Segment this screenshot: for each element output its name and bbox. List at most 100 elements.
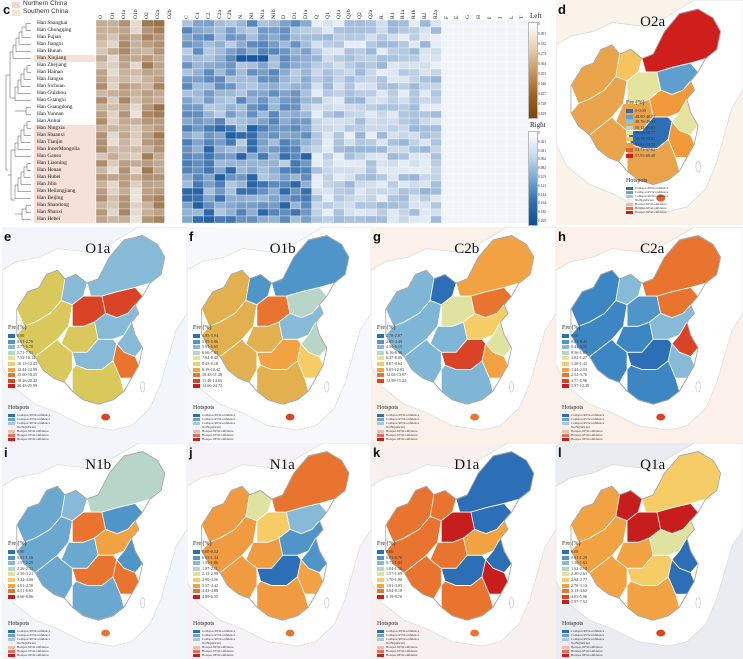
- colorbar-left-label: Left: [530, 12, 542, 20]
- colorbar-tick-label: 0.364: [538, 62, 547, 66]
- heatmap-right-cell: [452, 20, 464, 28]
- heatmap-right-cell: [462, 89, 475, 98]
- heatmap-right-cell: [279, 173, 291, 182]
- heatmap-right-cell: [495, 103, 507, 112]
- northern-china-label: Northern China: [23, 0, 68, 7]
- heatmap-right-cell: [344, 89, 356, 98]
- heatmap-right-cell: [506, 117, 518, 126]
- heatmap-right-cell: [300, 33, 312, 42]
- heatmap-right-cell: [333, 201, 345, 210]
- heatmap-right-cell: [333, 173, 345, 182]
- heatmap-left-cell: [130, 75, 142, 84]
- heatmap-right-cell: [279, 166, 291, 175]
- heatmap-right-cell: [462, 103, 475, 112]
- heatmap-right-cell: [473, 145, 485, 154]
- heatmap-right-cell: [408, 68, 421, 77]
- legend-swatch: [562, 572, 569, 577]
- heatmap-right-cell: [506, 159, 518, 168]
- heatmap-right-cell: [408, 82, 421, 91]
- heatmap-right-cell: [333, 40, 345, 49]
- heatmap-right-cell: [495, 20, 507, 28]
- legend-label: 2.54-3.76: [571, 372, 588, 378]
- hotspot-label: Coldspot-99%Confidence: [571, 413, 605, 417]
- heatmap-right-cell: [441, 201, 453, 210]
- legend-item: 0.00: [377, 549, 393, 555]
- legend-swatch: [626, 153, 633, 158]
- legend-label: 8.43-9.18: [202, 361, 219, 366]
- hotspot-swatch: [193, 629, 200, 633]
- heatmap-left-cell: [164, 159, 176, 168]
- heatmap-right-cell: [192, 20, 204, 28]
- hotspot-label: Hotspot-95%Confidence: [202, 649, 234, 653]
- heatmap-right-cell: [246, 152, 258, 161]
- heatmap-row-label: Han Yunnan: [37, 111, 64, 117]
- heatmap-row-label: Han Chongqing: [37, 27, 72, 33]
- hotspot-legend-item: Coldspot-95%Confidence: [193, 633, 235, 637]
- heatmap-right-cell: [300, 208, 312, 217]
- map-panel-n1a: j N1a Fre (%) 0.00-0.52 0.53-1.34 1.35-1.86 1.…: [187, 443, 371, 659]
- heatmap-right-cell: [344, 54, 356, 63]
- heatmap-right-cell: [246, 117, 258, 126]
- heatmap-right-cell: [225, 89, 237, 98]
- heatmap-right-cell: [376, 47, 388, 56]
- heatmap-right-cell: [495, 138, 507, 147]
- heatmap-left-cell: [130, 110, 142, 119]
- heatmap-row-label: Han Tianjin: [37, 139, 63, 145]
- heatmap-column-label: R1: [389, 12, 396, 19]
- legend-item: 4.01-4.50: [8, 583, 33, 588]
- heatmap-right-cell: [182, 82, 193, 91]
- heatmap-left-cell: [96, 89, 108, 98]
- heatmap-right-cell: [235, 173, 248, 182]
- heatmap-right-cell: [279, 103, 291, 112]
- heatmap-right-cell: [268, 75, 280, 84]
- heatmap-right-cell: [517, 117, 528, 126]
- heatmap-row-label: Han Hebei: [37, 216, 61, 222]
- heatmap-right-cell: [300, 26, 312, 35]
- heatmap-right-cell: [214, 33, 226, 42]
- heatmap-right-cell: [398, 89, 410, 98]
- panel-letter-j: j: [189, 445, 193, 460]
- legend-item: 3.22-4.00: [8, 577, 33, 583]
- heatmap-right-cell: [203, 152, 215, 161]
- heatmap-right-cell: [192, 61, 204, 70]
- heatmap-right-cell: [300, 124, 312, 133]
- hotspot-label: Coldspot-95%Confidence: [571, 417, 605, 421]
- heatmap-row-label: Han Jilin: [37, 181, 57, 187]
- heatmap-right-cell: [506, 215, 518, 224]
- legend-label: 10.43-11.48: [202, 372, 223, 378]
- row-region-shade: [34, 132, 95, 139]
- heatmap-right-cell: [441, 180, 453, 189]
- hotspot-label: NotSignificant: [386, 425, 405, 429]
- heatmap-right-cell: [300, 103, 312, 112]
- heatmap-left-cell: [164, 145, 176, 154]
- heatmap-right-cell: [473, 89, 485, 98]
- heatmap-right-cell: [376, 40, 388, 49]
- heatmap-left-cell: [152, 180, 165, 189]
- legend-label: 4.63-5.96: [571, 593, 588, 599]
- colorbar-right: [528, 131, 538, 226]
- heatmap-right-cell: [246, 61, 258, 70]
- hotspot-swatch: [8, 637, 15, 641]
- heatmap-left-cell: [107, 20, 120, 28]
- heatmap-right-cell: [462, 201, 475, 210]
- heatmap-right-cell: [203, 159, 215, 168]
- heatmap-right-cell: [300, 47, 312, 56]
- legend-swatch: [377, 373, 384, 378]
- heatmap-left-cell: [96, 33, 108, 42]
- hotspot-swatch: [562, 413, 569, 417]
- colorbar-tick-label: 0.455: [538, 72, 547, 76]
- heatmap-right-cell: [235, 124, 248, 133]
- heatmap-right-cell: [376, 138, 388, 147]
- legend-item: 3.13-4.62: [562, 588, 587, 594]
- heatmap-left-cell: [141, 40, 154, 49]
- heatmap-right-cell: [279, 159, 291, 168]
- heatmap-left-cell: [118, 82, 131, 91]
- heatmap-right-cell: [235, 201, 248, 210]
- hotspot-label: NotSignificant: [571, 641, 590, 645]
- heatmap-right-cell: [419, 208, 431, 217]
- heatmap-column-label: O1a: [121, 9, 128, 19]
- heatmap-right-cell: [246, 26, 258, 35]
- heatmap-right-cell: [376, 159, 388, 168]
- heatmap-left-cell: [118, 68, 131, 77]
- heatmap-right-cell: [322, 180, 334, 189]
